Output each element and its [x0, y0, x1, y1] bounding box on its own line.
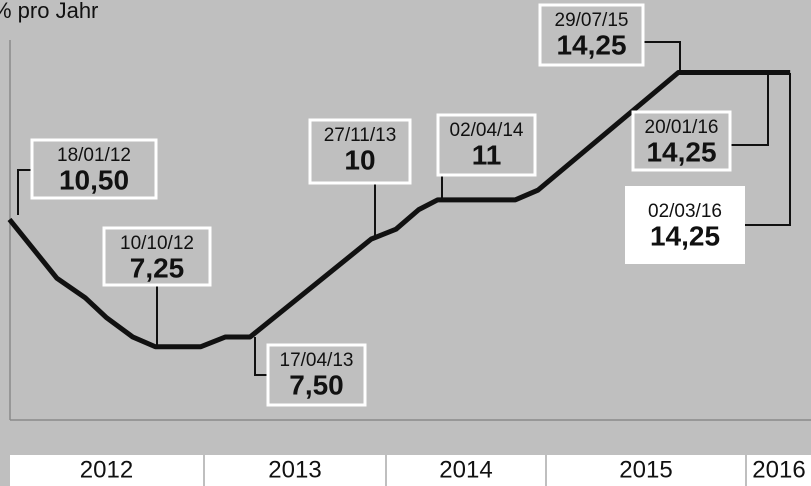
annotation-value: 14,25 [556, 29, 626, 60]
year-cell [205, 455, 385, 486]
annotation-box [625, 186, 745, 264]
annotation-value: 11 [472, 139, 502, 170]
annotation-box [266, 343, 367, 407]
year-cell [387, 455, 545, 486]
annotation-date: 02/04/14 [450, 120, 524, 141]
annotation-value: 7,25 [130, 252, 185, 283]
year-cell [547, 455, 745, 486]
x-tick-label: 2016 [752, 456, 805, 483]
leader-line [730, 73, 769, 146]
annotation-box [308, 118, 412, 185]
y-axis-label: % pro Jahr [0, 0, 98, 23]
annotation-date: 18/01/12 [57, 145, 131, 166]
x-tick-label: 2014 [439, 456, 492, 483]
annotation-box [30, 138, 158, 200]
rate-line [7, 69, 791, 350]
x-tick-label: 2012 [80, 456, 133, 483]
leader-line [643, 41, 681, 73]
annotation-value: 7,50 [289, 369, 344, 400]
annotation-date: 27/11/13 [324, 125, 397, 146]
leader-line [254, 337, 268, 376]
year-cell [747, 455, 811, 486]
annotation-box [538, 3, 645, 67]
annotation-box [631, 110, 732, 172]
annotation-value: 10 [344, 144, 375, 175]
leader-line [17, 169, 32, 215]
x-tick-label: 2015 [619, 456, 672, 483]
annotation-value: 14,25 [650, 220, 720, 251]
annotation-date: 17/04/13 [280, 350, 354, 371]
x-tick-label: 2013 [268, 456, 321, 483]
annotation-date: 10/10/12 [120, 233, 194, 254]
annotation-value: 14,25 [646, 136, 716, 167]
annotation-date: 20/01/16 [645, 117, 719, 138]
annotation-date: 02/03/16 [648, 201, 722, 222]
annotation-box [436, 113, 537, 177]
leader-line [745, 73, 791, 226]
annotation-box [102, 226, 212, 287]
annotation-value: 10,50 [59, 164, 129, 195]
year-cell [10, 455, 203, 486]
annotation-date: 29/07/15 [555, 10, 629, 31]
